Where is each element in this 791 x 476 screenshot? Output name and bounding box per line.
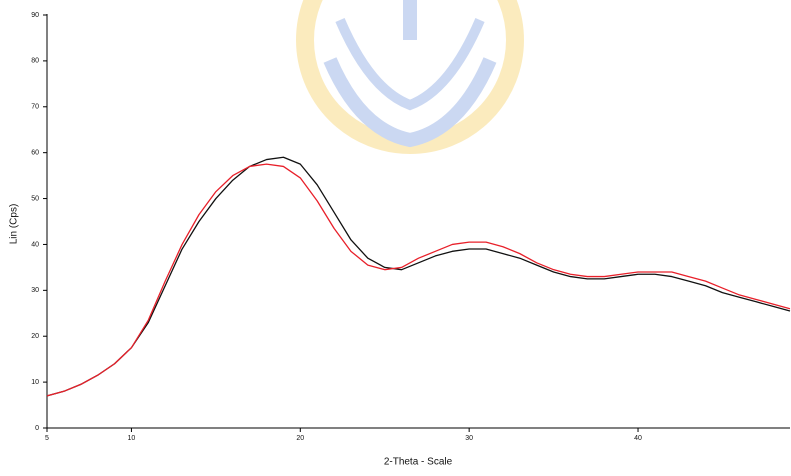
- y-tick-label: 20: [31, 333, 39, 340]
- y-axis-title: Lin (Cps): [9, 204, 20, 245]
- y-tick-label: 80: [31, 58, 39, 65]
- y-tick-label: 10: [31, 379, 39, 386]
- y-tick-label: 60: [31, 150, 39, 157]
- x-axis-title: 2-Theta - Scale: [384, 457, 453, 468]
- y-tick-label: 70: [31, 104, 39, 111]
- x-tick-label: 40: [634, 435, 642, 442]
- y-tick-label: 90: [31, 12, 39, 19]
- y-tick-label: 30: [31, 287, 39, 294]
- y-tick-label: 40: [31, 241, 39, 248]
- watermark: [305, 0, 515, 145]
- y-tick-label: 50: [31, 195, 39, 202]
- chart: Lin (Cps) 2-Theta - Scale 0 10 20 30 40 50 60 7…: [0, 0, 791, 471]
- page: Lin (Cps) 2-Theta - Scale 0 10 20 30 40 50 60 7…: [0, 0, 791, 476]
- data-line: [47, 164, 790, 396]
- x-tick-label: 20: [296, 435, 304, 442]
- data-line: [47, 157, 790, 396]
- y-tick-label: 0: [35, 425, 39, 432]
- x-tick-label: 5: [45, 435, 49, 442]
- x-tick-label: 10: [128, 435, 136, 442]
- x-tick-label: 30: [465, 435, 473, 442]
